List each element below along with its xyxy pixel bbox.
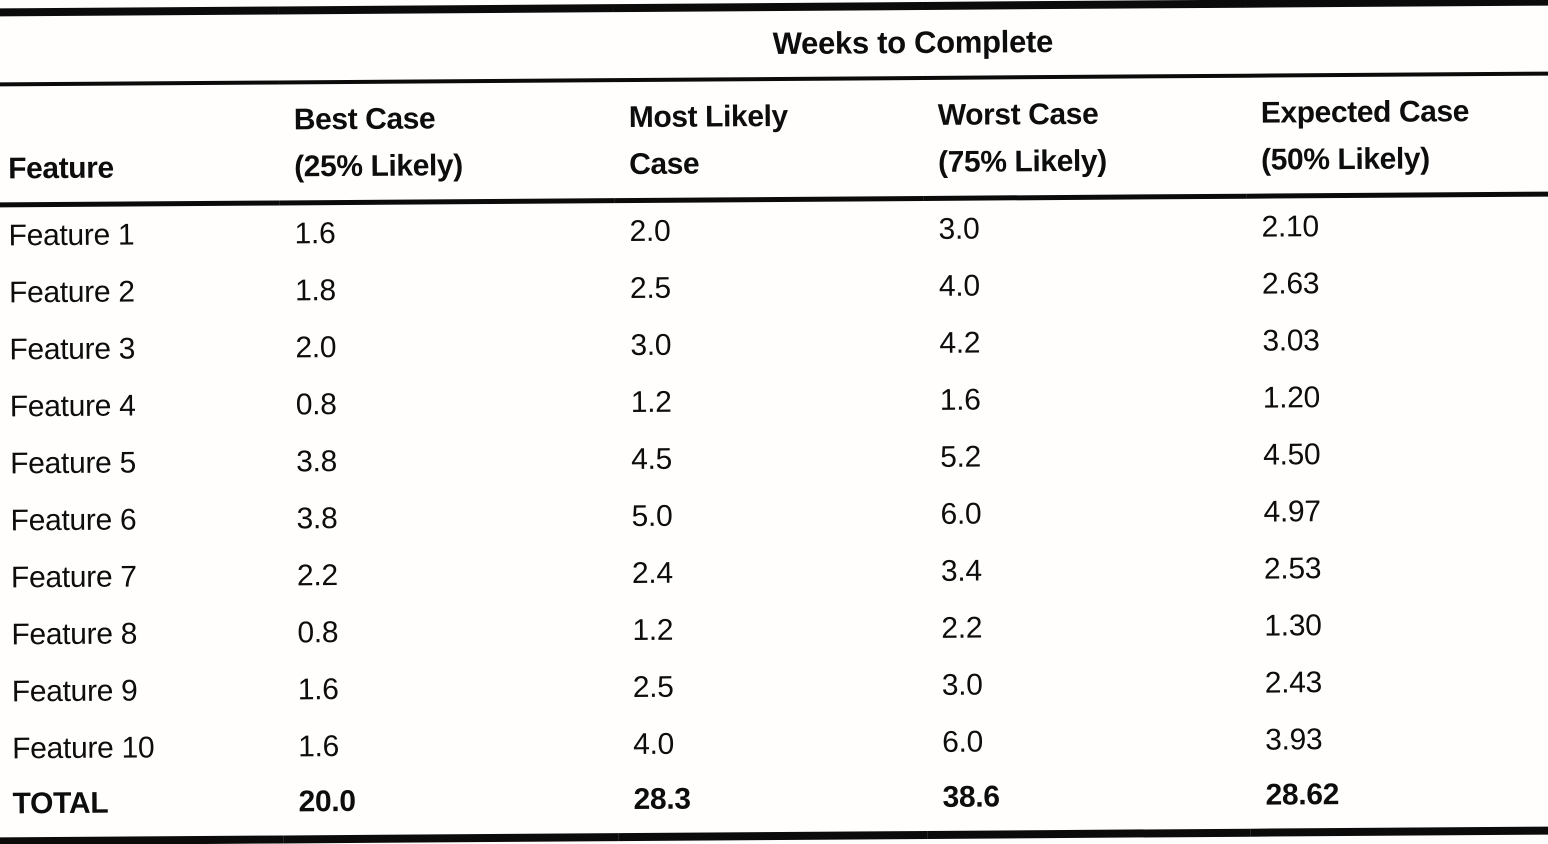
worst-case-cell: 5.2 bbox=[940, 440, 982, 474]
most-likely-cell: 2.5 bbox=[632, 670, 674, 704]
best-case-cell: 1.6 bbox=[298, 729, 340, 763]
feature-name-cell: Feature 2 bbox=[8, 274, 135, 309]
worst-case-cell: 6.0 bbox=[940, 497, 982, 531]
expected-case-cell: 1.20 bbox=[1262, 380, 1321, 415]
best-case-header-line2: (25% Likely) bbox=[294, 149, 463, 184]
total-label-cell: TOTAL bbox=[12, 786, 109, 821]
most-likely-cell: 4.5 bbox=[631, 442, 673, 476]
most-likely-cell: 2.0 bbox=[629, 214, 671, 248]
expected-case-cell: 1.30 bbox=[1264, 608, 1322, 643]
most-likely-cell: 5.0 bbox=[631, 499, 673, 533]
feature-name-cell: Feature 6 bbox=[10, 502, 137, 537]
feature-name-cell: Feature 4 bbox=[9, 388, 136, 423]
expected-case-cell: 3.93 bbox=[1265, 722, 1323, 757]
total-most-likely-cell: 28.3 bbox=[633, 782, 691, 816]
feature-name-cell: Feature 9 bbox=[11, 673, 138, 708]
total-worst-case-cell: 38.6 bbox=[942, 780, 1000, 814]
column-header-feature: Feature bbox=[0, 82, 280, 205]
expected-case-header-line2: (50% Likely) bbox=[1260, 142, 1430, 177]
worst-case-cell: 6.0 bbox=[942, 725, 984, 759]
expected-case-cell: 4.97 bbox=[1263, 494, 1321, 529]
worst-case-cell: 3.4 bbox=[940, 554, 982, 588]
most-likely-cell: 4.0 bbox=[633, 727, 675, 761]
most-likely-cell: 1.2 bbox=[630, 385, 672, 419]
most-likely-header-line1: Most Likely bbox=[628, 99, 788, 135]
feature-header-label: Feature bbox=[8, 151, 114, 186]
column-header-row: Feature Best Case (25% Likely) Most Like… bbox=[0, 73, 1548, 205]
best-case-cell: 0.8 bbox=[295, 387, 337, 421]
worst-case-cell: 3.0 bbox=[938, 212, 980, 246]
spanner-empty-cell bbox=[0, 10, 279, 85]
table-row-feature-1: Feature 1 1.6 2.0 3.0 2.10 bbox=[0, 194, 1548, 264]
worst-case-cell: 3.0 bbox=[941, 668, 983, 702]
best-case-cell: 1.6 bbox=[294, 216, 336, 250]
most-likely-cell: 2.5 bbox=[629, 271, 671, 305]
worst-case-header-line1: Worst Case bbox=[937, 97, 1099, 132]
expected-case-cell: 2.10 bbox=[1261, 209, 1319, 244]
feature-name-cell: Feature 7 bbox=[10, 559, 137, 594]
worst-case-cell: 2.2 bbox=[941, 611, 983, 645]
column-header-worst-case: Worst Case (75% Likely) bbox=[922, 75, 1247, 199]
total-expected-case-cell: 28.62 bbox=[1265, 778, 1340, 812]
most-likely-cell: 1.2 bbox=[632, 613, 674, 647]
column-header-expected-case: Expected Case (50% Likely) bbox=[1245, 73, 1548, 197]
worst-case-header-line2: (75% Likely) bbox=[938, 144, 1107, 179]
feature-name-cell: Feature 10 bbox=[12, 730, 155, 765]
best-case-cell: 3.8 bbox=[296, 444, 338, 478]
total-best-case-cell: 20.0 bbox=[298, 784, 356, 819]
expected-case-cell: 3.03 bbox=[1262, 323, 1320, 358]
most-likely-cell: 3.0 bbox=[630, 328, 672, 362]
worst-case-cell: 1.6 bbox=[939, 383, 981, 417]
expected-case-cell: 2.53 bbox=[1263, 551, 1322, 586]
feature-name-cell: Feature 3 bbox=[9, 331, 136, 366]
best-case-cell: 1.8 bbox=[294, 273, 336, 307]
best-case-cell: 2.2 bbox=[296, 558, 338, 592]
worst-case-cell: 4.0 bbox=[938, 269, 980, 303]
most-likely-cell: 2.4 bbox=[631, 556, 673, 590]
spanner-header-row: Weeks to Complete bbox=[0, 1, 1548, 85]
expected-case-cell: 4.50 bbox=[1263, 437, 1321, 472]
feature-name-cell: Feature 1 bbox=[8, 217, 135, 252]
expected-case-cell: 2.43 bbox=[1264, 665, 1323, 700]
best-case-cell: 3.8 bbox=[296, 501, 338, 535]
expected-case-header-line1: Expected Case bbox=[1260, 95, 1470, 130]
column-header-best-case: Best Case (25% Likely) bbox=[278, 80, 615, 203]
worst-case-cell: 4.2 bbox=[939, 326, 981, 360]
column-header-most-likely: Most Likely Case bbox=[613, 77, 924, 201]
table-title: Weeks to Complete bbox=[278, 1, 1548, 83]
feature-name-cell: Feature 5 bbox=[10, 445, 137, 480]
best-case-cell: 2.0 bbox=[295, 330, 337, 364]
table-row-total: TOTAL 20.0 28.3 38.6 28.62 bbox=[0, 767, 1548, 842]
best-case-cell: 1.6 bbox=[297, 672, 339, 706]
expected-case-cell: 2.63 bbox=[1261, 266, 1320, 301]
most-likely-header-line2: Case bbox=[629, 147, 700, 182]
best-case-header-line1: Best Case bbox=[293, 102, 436, 137]
best-case-cell: 0.8 bbox=[297, 615, 339, 649]
feature-name-cell: Feature 8 bbox=[11, 616, 138, 651]
